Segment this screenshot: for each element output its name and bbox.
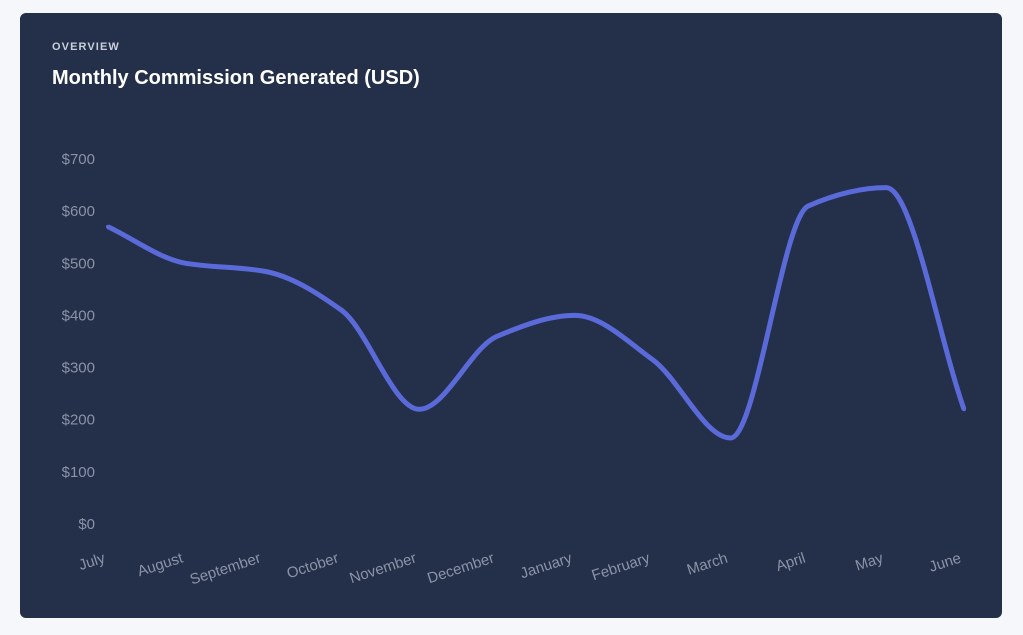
- x-tick-label: September: [188, 550, 263, 589]
- y-tick-label: $200: [62, 412, 95, 429]
- y-tick-label: $500: [62, 255, 95, 272]
- y-tick-label: $600: [62, 203, 95, 220]
- data-point: [572, 313, 577, 318]
- x-tick-label: December: [425, 550, 496, 588]
- x-tick-label: June: [927, 550, 963, 576]
- chart-title: Monthly Commission Generated (USD): [52, 67, 420, 89]
- data-point: [339, 308, 344, 313]
- series-line: [106, 185, 967, 441]
- x-tick-label: May: [853, 549, 886, 574]
- y-tick-label: $400: [62, 307, 95, 324]
- line-chart: $0 $100 $200 $300 $400 $500 $600 $700 July Augus…: [62, 151, 967, 588]
- y-axis: $0 $100 $200 $300 $400 $500 $600 $700: [62, 151, 95, 533]
- data-point: [417, 407, 422, 412]
- y-tick-label: $700: [62, 151, 95, 168]
- x-axis: July August September October November Decemb…: [77, 549, 964, 588]
- x-tick-label: April: [774, 550, 808, 575]
- x-tick-label: March: [685, 550, 730, 579]
- y-tick-label: $300: [62, 360, 95, 377]
- chart-card: OVERVIEW Monthly Commission Generated (U…: [20, 13, 1002, 618]
- data-point: [183, 261, 188, 266]
- data-point: [806, 203, 811, 208]
- x-tick-label: February: [590, 549, 653, 584]
- section-eyebrow: OVERVIEW: [52, 41, 120, 53]
- x-tick-label: October: [285, 550, 341, 583]
- x-tick-label: July: [77, 549, 108, 574]
- data-point: [884, 185, 889, 190]
- data-point: [261, 269, 266, 274]
- data-point: [495, 334, 500, 339]
- y-tick-label: $100: [62, 464, 95, 481]
- data-point: [106, 224, 110, 229]
- data-point: [728, 435, 733, 440]
- x-tick-label: August: [135, 549, 185, 580]
- data-point: [650, 357, 655, 362]
- x-tick-label: November: [347, 550, 418, 588]
- series-group: [106, 185, 967, 441]
- y-tick-label: $0: [78, 516, 95, 533]
- data-point: [962, 407, 966, 412]
- x-tick-label: January: [518, 549, 574, 582]
